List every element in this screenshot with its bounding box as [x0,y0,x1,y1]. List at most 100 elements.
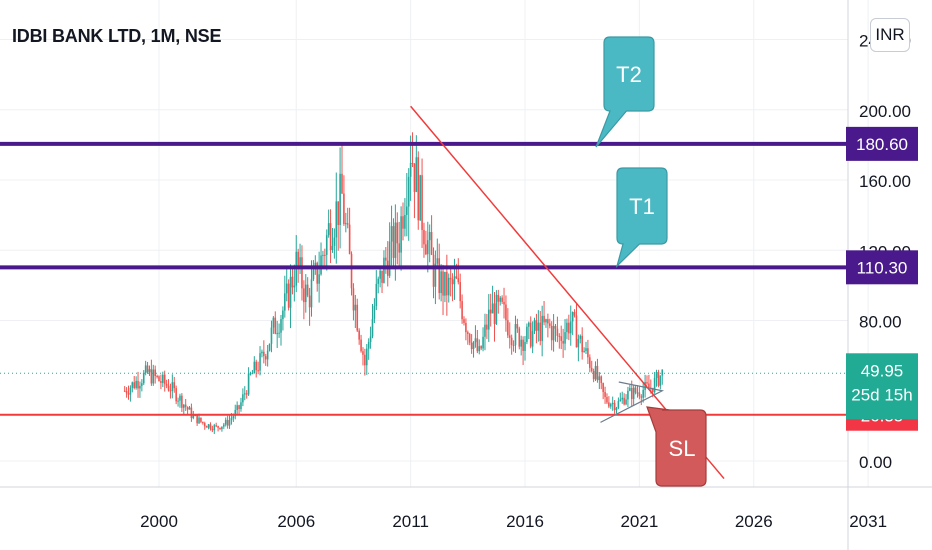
candle-body [468,333,471,343]
last-price-badge-text: 25d 15h [851,385,912,404]
candle-body [318,274,320,284]
candle-body [505,304,507,321]
candle-body [497,294,500,302]
candle-body [556,328,559,336]
candle-body [213,425,216,431]
level-badge-t2-text: 180.60 [856,135,908,154]
candle-body [299,257,301,267]
target-t2-callout-label: T2 [616,62,642,87]
candle-body [535,320,538,331]
candle-body [358,330,360,340]
candle-body [282,310,284,320]
candle-body [547,319,549,324]
candle-body [514,324,517,346]
candle-body [264,356,267,360]
candle-body [167,385,170,391]
stop-loss-callout[interactable] [646,406,707,487]
triangle-pattern [600,381,665,423]
candle-body [205,426,208,428]
candle-body [223,424,225,427]
level-badge-t2[interactable] [846,126,918,161]
candle-body [304,284,307,303]
candle-body [550,325,553,341]
candle-body [335,201,338,238]
candle-body [270,327,273,344]
candle-body [430,232,433,255]
x-tick-label: 2016 [506,512,544,531]
candle-body [362,351,364,355]
candle-body [560,336,563,341]
candle-body [489,309,492,314]
candle-body [316,262,319,284]
candle-body [613,402,616,411]
candle-body [259,353,261,371]
candle-body [207,424,210,428]
candle-body [585,348,587,351]
candle-body [526,326,528,342]
candle-body [461,301,463,320]
candle-body [200,417,202,422]
level-badge-t1[interactable] [846,250,918,285]
candle-body [367,341,370,349]
candle-body [411,162,414,164]
candle-body [257,370,259,372]
candle-body [383,257,385,283]
candle-body [219,427,221,430]
candle-body [575,315,578,348]
candle-body [451,279,454,285]
candle-body [472,342,475,350]
candle-body [346,223,349,225]
candle-body [125,390,128,394]
x-tick-label: 2021 [620,512,658,531]
candle-body [623,397,625,405]
candle-body [289,276,292,308]
y-tick-label: 200.00 [859,102,911,121]
candle-body [232,416,235,419]
candle-body [129,387,132,395]
candle-body [388,241,391,276]
candle-body [539,322,542,341]
candle-body [470,342,473,350]
candle-body [373,306,376,319]
candle-body [409,162,412,177]
stop-loss-callout-label: SL [669,436,696,461]
currency-button[interactable]: INR [870,18,910,52]
candle-body [394,222,397,258]
candle-body [324,254,326,256]
candle-body [268,343,271,351]
candle-body [648,383,650,388]
x-tick-label: 2026 [735,512,773,531]
candle-body [217,426,219,428]
candle-body [306,284,309,296]
candle-body [531,331,534,347]
candle-body [188,407,191,410]
candle-body [596,365,599,381]
candle-body [579,335,582,339]
candle-body [137,380,139,389]
last-price-badge[interactable] [846,353,918,420]
x-tick-label: 2006 [277,512,315,531]
candle-body [404,214,406,229]
candle-body [303,288,305,303]
candle-body [493,303,496,324]
candle-body [139,385,141,389]
candle-body [163,374,166,384]
candle-body [392,226,395,258]
candle-body [606,397,608,403]
target-t1-callout[interactable] [615,167,668,268]
candle-body [533,320,536,332]
candle-body [661,369,664,376]
candle-body [522,339,524,351]
candle-body [583,350,585,353]
candle-body [592,370,595,380]
candle-body [587,348,589,358]
candle-body [478,346,481,352]
candle-body [377,278,380,284]
candle-body [569,321,572,334]
candle-body [545,319,547,323]
target-t2-callout[interactable] [595,36,655,148]
candle-body [322,254,324,256]
candle-body [440,271,442,294]
